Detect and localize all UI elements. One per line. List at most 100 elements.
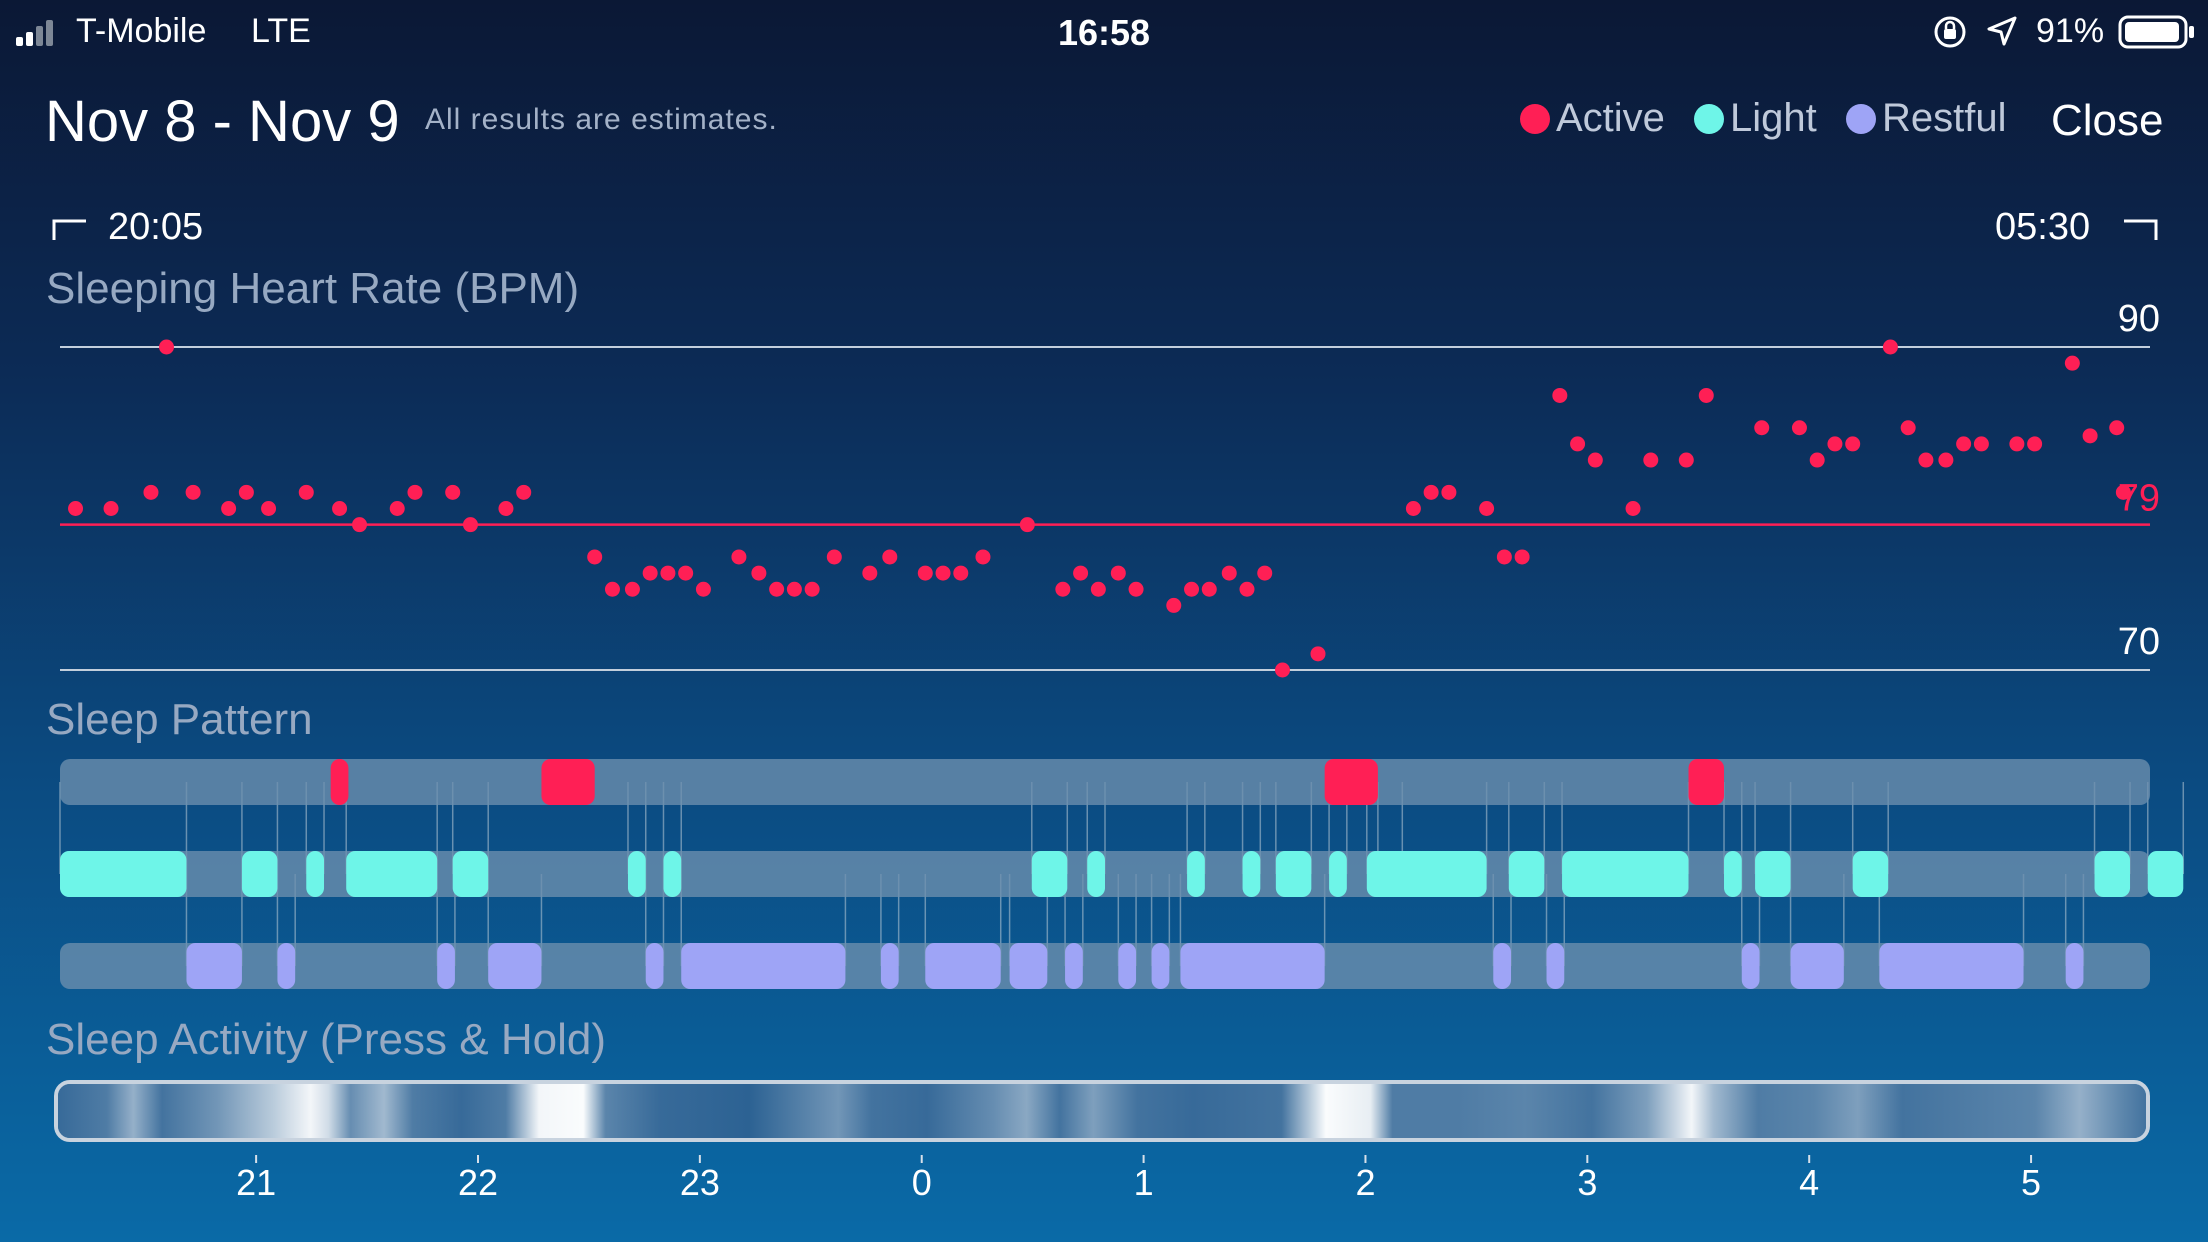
- hr-point: [1973, 436, 1989, 452]
- hr-point: [2115, 484, 2131, 500]
- hr-point: [1073, 565, 1089, 581]
- pattern-segment-restful: [488, 943, 542, 989]
- pattern-segment-restful: [1790, 943, 1844, 989]
- legend-restful: Restful: [1846, 96, 2007, 141]
- hr-point: [1274, 662, 1290, 678]
- pattern-segment-restful: [925, 943, 1001, 989]
- pattern-segment-light: [2094, 851, 2131, 897]
- pattern-segment-light: [1724, 851, 1742, 897]
- pattern-segment-restful: [1180, 943, 1325, 989]
- hr-point: [2027, 436, 2043, 452]
- hr-point: [2082, 428, 2098, 444]
- hr-point: [1625, 501, 1641, 516]
- pattern-segment-restful: [681, 943, 846, 989]
- x-tick-label: 21: [236, 1162, 276, 1203]
- pattern-segment-restful: [1151, 943, 1170, 989]
- pattern-segment-light: [1852, 851, 1889, 897]
- hr-point: [826, 549, 842, 565]
- heart-rate-chart[interactable]: 90 70 79: [0, 290, 2208, 690]
- pattern-segment-light: [60, 851, 187, 897]
- hr-point: [1791, 420, 1807, 436]
- hr-point: [1201, 581, 1217, 597]
- pattern-segment-light: [241, 851, 278, 897]
- pattern-segment-light: [1508, 851, 1545, 897]
- hr-point: [1809, 452, 1825, 468]
- pattern-track: [60, 759, 2150, 805]
- hr-point: [882, 549, 898, 565]
- hr-point: [516, 484, 532, 500]
- x-tick-label: 0: [912, 1162, 932, 1203]
- hr-point: [604, 581, 620, 597]
- x-tick-label: 3: [1577, 1162, 1597, 1203]
- hr-point: [238, 484, 254, 500]
- pattern-segment-light: [1187, 851, 1205, 897]
- pattern-segment-light: [1377, 851, 1487, 897]
- pattern-segment-restful: [277, 943, 296, 989]
- pattern-segment-active: [1688, 759, 1725, 805]
- sleep-pattern-chart: [59, 759, 2185, 989]
- pattern-segment-active: [541, 759, 595, 805]
- hr-point: [1055, 581, 1071, 597]
- hr-point: [862, 565, 878, 581]
- hr-point: [1239, 581, 1255, 597]
- hr-point: [1698, 387, 1714, 403]
- hr-point: [1221, 565, 1237, 581]
- location-icon: [1985, 14, 2019, 53]
- pattern-segment-light: [306, 851, 325, 897]
- x-tick-label: 1: [1134, 1162, 1154, 1203]
- legend-restful-label: Restful: [1882, 96, 2007, 140]
- hr-point: [1110, 565, 1126, 581]
- hr-point: [1166, 597, 1182, 613]
- pattern-segment-light: [346, 851, 438, 897]
- hr-point: [158, 339, 174, 355]
- hr-point: [1184, 581, 1200, 597]
- hr-point: [2009, 436, 2025, 452]
- pattern-segment-active: [1324, 759, 1378, 805]
- hr-point: [1479, 501, 1495, 516]
- start-time: 20:05: [108, 206, 204, 248]
- pattern-segment-restful: [1118, 943, 1137, 989]
- hr-point: [678, 565, 694, 581]
- status-network: LTE: [251, 12, 311, 50]
- hr-point: [804, 581, 820, 597]
- close-button[interactable]: Close: [2051, 96, 2164, 145]
- hr-point: [917, 565, 933, 581]
- x-tick-label: 2: [1355, 1162, 1375, 1203]
- hr-point: [1019, 517, 1035, 533]
- x-tick-label: 4: [1799, 1162, 1819, 1203]
- legend-active: Active: [1520, 96, 1665, 141]
- hr-point: [751, 565, 767, 581]
- pattern-segment-restful: [645, 943, 664, 989]
- hr-point: [498, 501, 514, 516]
- hr-point: [1441, 484, 1457, 500]
- hr-point: [1827, 436, 1843, 452]
- hr-point: [624, 581, 640, 597]
- pattern-segment-light: [1242, 851, 1261, 897]
- hr-point: [1128, 581, 1144, 597]
- pattern-segment-restful: [1879, 943, 2024, 989]
- hr-point: [1587, 452, 1603, 468]
- end-time: 05:30: [1995, 206, 2091, 248]
- sleep-activity-bar[interactable]: [54, 1080, 2150, 1142]
- hr-point: [769, 581, 785, 597]
- pattern-segment-restful: [437, 943, 455, 989]
- hr-point: [462, 517, 478, 533]
- pattern-segment-restful: [880, 943, 899, 989]
- hr-point: [445, 484, 461, 500]
- hr-point: [407, 484, 423, 500]
- pattern-segment-light: [663, 851, 682, 897]
- legend-light-label: Light: [1730, 96, 1817, 140]
- date-range-title: Nov 8 - Nov 9: [45, 89, 400, 154]
- hr-tick-label: 70: [2118, 621, 2160, 663]
- hr-point: [1496, 549, 1512, 565]
- hr-point: [1643, 452, 1659, 468]
- status-battery-percentage: 91%: [2036, 12, 2105, 50]
- hr-point: [1938, 452, 1954, 468]
- pattern-track: [60, 943, 2150, 989]
- sleep-pattern-title: Sleep Pattern: [46, 695, 313, 744]
- hr-point: [1257, 565, 1273, 581]
- x-tick-label: 5: [2021, 1162, 2041, 1203]
- hr-point: [1552, 387, 1568, 403]
- pattern-segment-light: [452, 851, 489, 897]
- hr-point: [1918, 452, 1934, 468]
